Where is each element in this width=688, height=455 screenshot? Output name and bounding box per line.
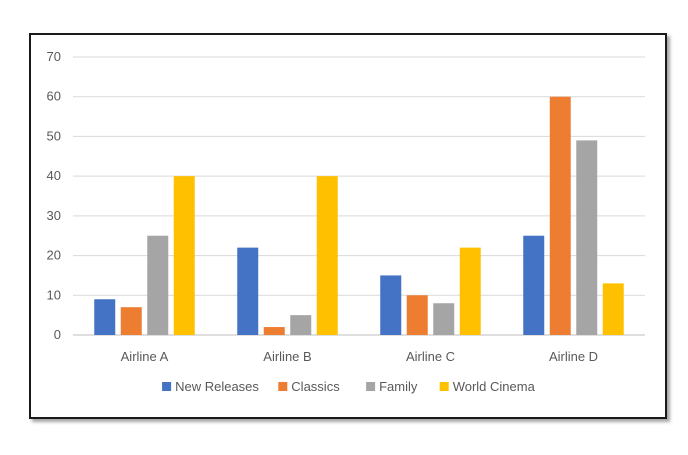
bar-classics-airline-a bbox=[120, 307, 142, 335]
legend-swatch bbox=[278, 382, 288, 391]
gridlines bbox=[73, 56, 645, 336]
bar-family-airline-a bbox=[147, 235, 169, 335]
bar-new-releases-airline-d bbox=[523, 235, 545, 335]
y-tick-label: 60 bbox=[47, 89, 61, 104]
bar-classics-airline-c bbox=[406, 295, 428, 335]
bar-classics-airline-b bbox=[263, 327, 285, 335]
legend-item-classics[interactable]: Classics bbox=[278, 379, 340, 394]
x-tick-label: Airline C bbox=[406, 349, 455, 364]
bar-new-releases-airline-b bbox=[237, 247, 259, 335]
y-tick-label: 20 bbox=[47, 248, 61, 263]
bar-family-airline-d bbox=[576, 140, 598, 335]
bars bbox=[94, 96, 624, 335]
x-tick-label: Airline B bbox=[263, 349, 311, 364]
bar-world-cinema-airline-b bbox=[316, 176, 338, 335]
legend-label: Classics bbox=[291, 379, 340, 394]
bar-new-releases-airline-c bbox=[380, 275, 402, 335]
x-tick-label: Airline D bbox=[549, 349, 598, 364]
bar-world-cinema-airline-a bbox=[173, 176, 195, 335]
legend-item-world-cinema[interactable]: World Cinema bbox=[439, 379, 536, 394]
legend[interactable]: New Releases Classics Family World Cinema bbox=[162, 379, 536, 394]
x-tick-label: Airline A bbox=[121, 349, 169, 364]
y-tick-label: 40 bbox=[47, 168, 61, 183]
legend-label: World Cinema bbox=[453, 379, 536, 394]
chart-frame: 0 10 20 30 40 50 60 70 Airline A Airline B Airlin… bbox=[29, 33, 667, 419]
y-tick-label: 10 bbox=[47, 287, 61, 302]
y-axis-ticks: 0 10 20 30 40 50 60 70 bbox=[47, 49, 61, 342]
bar-new-releases-airline-a bbox=[94, 299, 116, 335]
bar-family-airline-c bbox=[433, 303, 455, 335]
y-tick-label: 30 bbox=[47, 208, 61, 223]
legend-swatch bbox=[366, 382, 376, 391]
bar-classics-airline-d bbox=[549, 96, 571, 335]
legend-swatch bbox=[439, 382, 449, 391]
bar-world-cinema-airline-d bbox=[602, 283, 624, 335]
y-tick-label: 50 bbox=[47, 128, 61, 143]
y-tick-label: 70 bbox=[47, 49, 61, 64]
legend-label: Family bbox=[379, 379, 418, 394]
legend-swatch bbox=[162, 382, 172, 391]
legend-item-new-releases[interactable]: New Releases bbox=[162, 379, 259, 394]
bar-world-cinema-airline-c bbox=[459, 247, 481, 335]
bar-family-airline-b bbox=[290, 315, 312, 335]
x-axis-ticks: Airline A Airline B Airline C Airline D bbox=[121, 349, 598, 364]
legend-item-family[interactable]: Family bbox=[366, 379, 418, 394]
y-tick-label: 0 bbox=[54, 327, 61, 342]
legend-label: New Releases bbox=[175, 379, 259, 394]
